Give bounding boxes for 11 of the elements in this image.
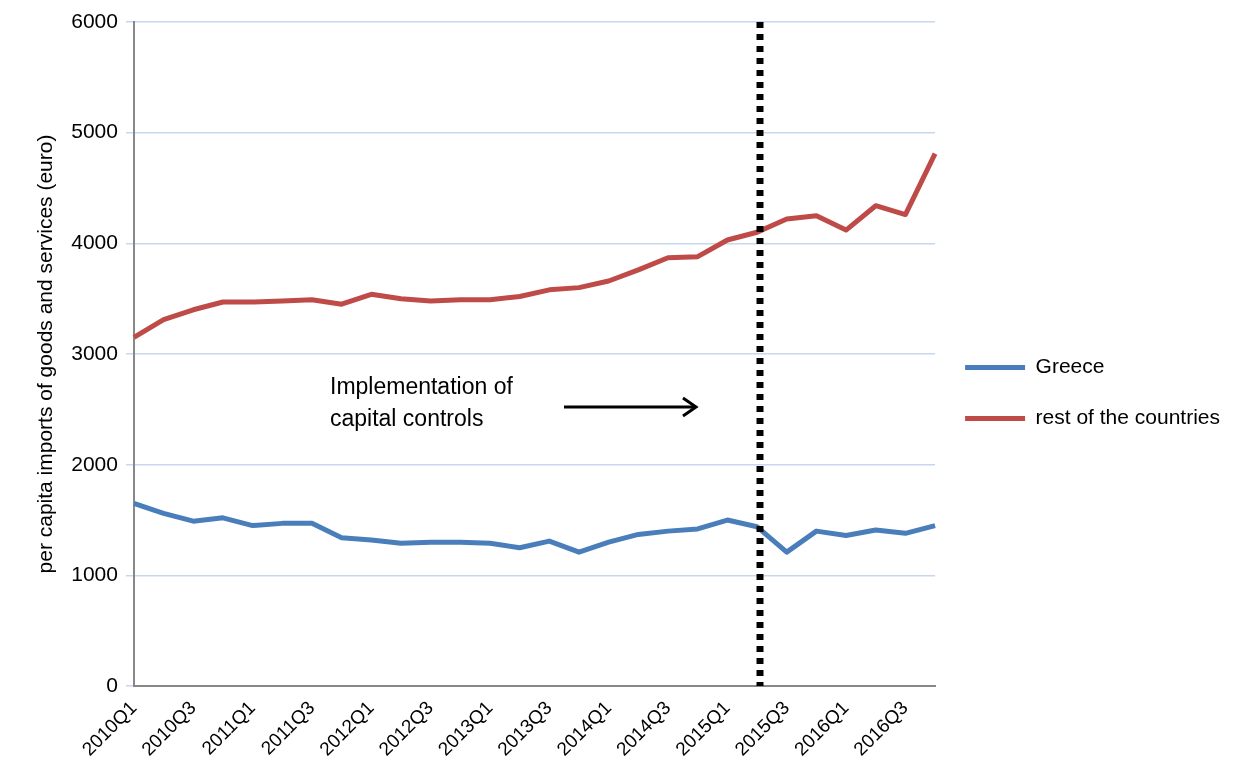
annotation: Implementation of capital controls	[330, 372, 513, 433]
y-tick-label: 6000	[71, 8, 118, 32]
y-tick-label: 3000	[71, 340, 118, 364]
y-tick-label: 4000	[71, 230, 118, 254]
legend-label: rest of the countries	[1035, 405, 1221, 429]
y-tick-label: 1000	[71, 562, 118, 586]
y-tick-label: 5000	[71, 119, 118, 143]
y-tick-label: 2000	[71, 451, 118, 475]
y-tick-label: 0	[106, 672, 118, 696]
y-axis-title: per capita imports of goods and services (euro)	[33, 134, 57, 574]
legend-label: Greece	[1035, 354, 1105, 378]
